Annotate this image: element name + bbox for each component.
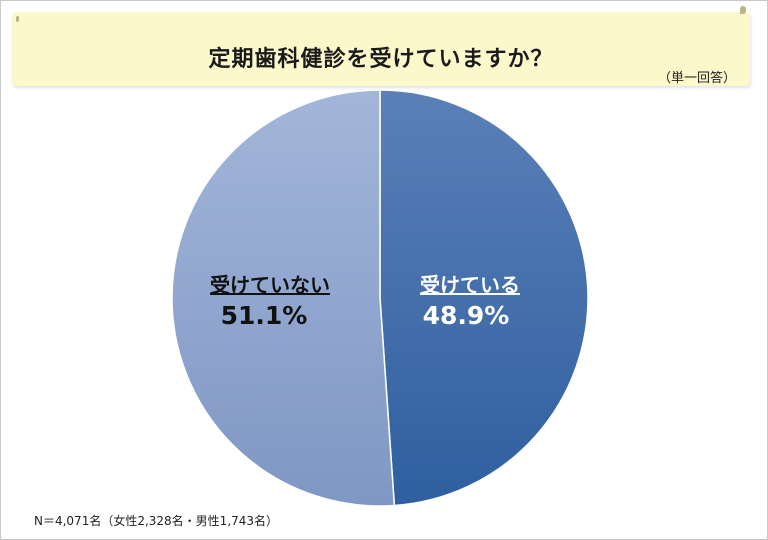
banner-curl-decoration (740, 6, 746, 14)
pie-slice-yes (379, 89, 589, 507)
sample-size-note: N＝4,071名（女性2,328名・男性1,743名） (34, 514, 279, 528)
chart-subtitle: （単一回答） (658, 71, 737, 86)
pie-slice-no (171, 89, 396, 507)
title-banner: 定期歯科健診を受けていますか？ （単一回答） (12, 12, 750, 86)
slice-value-yes: 48.9% (423, 301, 510, 330)
slice-label-no: 受けていない (210, 273, 330, 297)
slice-value-no: 51.1% (221, 301, 308, 330)
slice-label-yes: 受けている (420, 273, 520, 297)
chart-title: 定期歯科健診を受けていますか？ (208, 47, 554, 72)
